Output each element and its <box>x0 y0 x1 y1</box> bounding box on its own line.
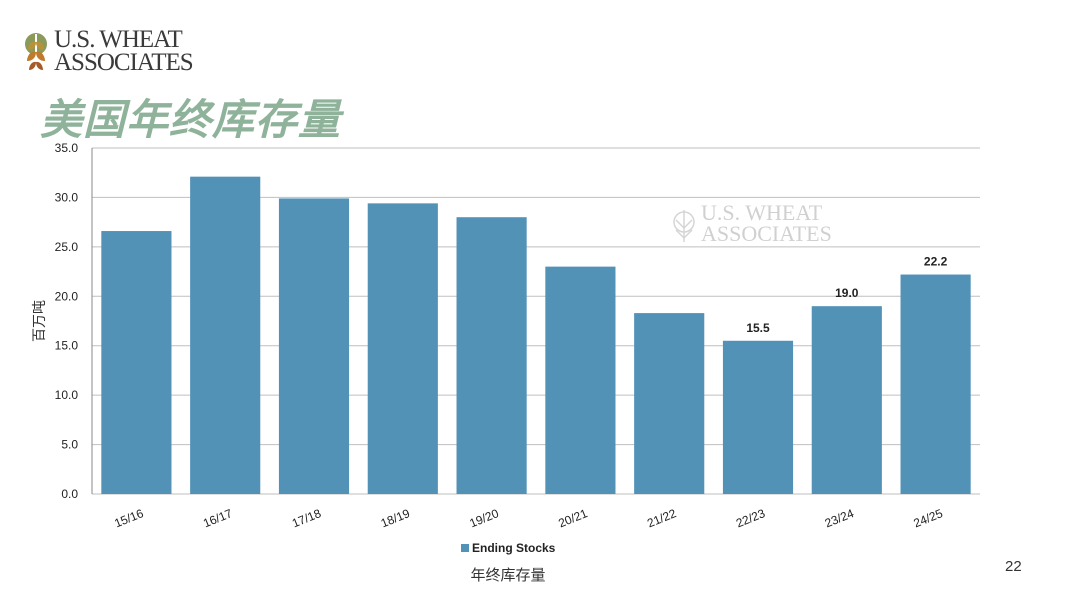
x-tick-label: 24/25 <box>912 506 945 530</box>
y-tick-label: 0.0 <box>61 487 78 501</box>
bar-19-20 <box>456 217 527 494</box>
watermark-wheat-icon <box>673 211 695 233</box>
x-tick-label: 16/17 <box>201 506 234 530</box>
y-tick-labels: 0.0 5.0 10.0 15.0 20.0 25.0 30.0 35.0 <box>55 141 79 501</box>
x-tick-labels: 15/16 16/17 17/18 18/19 19/20 20/21 21/22 22/23… <box>112 506 945 530</box>
x-tick-label: 15/16 <box>112 506 145 530</box>
data-labels: 15.5 19.0 22.2 <box>746 255 947 335</box>
y-tick-label: 20.0 <box>55 289 79 303</box>
y-tick-label: 5.0 <box>61 438 78 452</box>
bar-15-16 <box>101 231 172 495</box>
bar-18-19 <box>367 203 438 495</box>
legend: Ending Stocks <box>461 541 556 555</box>
brand-line2: ASSOCIATES <box>54 49 194 76</box>
x-tick-label: 21/22 <box>645 506 678 530</box>
bar-21-22 <box>634 313 705 494</box>
watermark-stem <box>675 210 693 242</box>
x-tick-label: 23/24 <box>823 506 856 530</box>
slide-title: 美国年终库存量 <box>40 95 342 144</box>
bar-16-17 <box>190 176 261 494</box>
bars <box>101 176 971 495</box>
data-label: 19.0 <box>835 286 859 300</box>
bar-23-24 <box>811 306 882 494</box>
y-axis-label: 百万吨 <box>32 300 48 342</box>
watermark-line1: U.S. WHEAT <box>701 200 823 225</box>
x-tick-label: 19/20 <box>468 506 501 530</box>
watermark-line2: ASSOCIATES <box>701 221 832 246</box>
bar-24-25 <box>900 274 971 494</box>
y-tick-label: 10.0 <box>55 388 79 402</box>
brand-line1: U.S. WHEAT <box>54 26 183 53</box>
legend-swatch <box>461 544 469 552</box>
watermark: U.S. WHEAT ASSOCIATES <box>673 200 832 246</box>
x-axis-label: 年终库存量 <box>470 566 545 584</box>
x-tick-label: 18/19 <box>379 506 412 530</box>
data-label: 22.2 <box>924 255 948 269</box>
y-tick-label: 15.0 <box>55 339 79 353</box>
bar-22-23 <box>722 340 794 494</box>
brand-logo: U.S. WHEAT ASSOCIATES <box>24 26 214 76</box>
y-tick-label: 25.0 <box>55 240 79 254</box>
x-tick-label: 20/21 <box>556 506 589 530</box>
x-tick-label: 17/18 <box>290 506 323 530</box>
legend-label: Ending Stocks <box>472 541 556 555</box>
wheat-icon <box>25 33 47 72</box>
bar-17-18 <box>278 198 350 494</box>
page-number: 22 <box>1005 558 1022 575</box>
y-tick-label: 30.0 <box>55 190 79 204</box>
bar-20-21 <box>545 266 616 494</box>
data-label: 15.5 <box>746 321 770 335</box>
y-tick-label: 35.0 <box>55 141 79 155</box>
x-tick-label: 22/23 <box>734 506 767 530</box>
